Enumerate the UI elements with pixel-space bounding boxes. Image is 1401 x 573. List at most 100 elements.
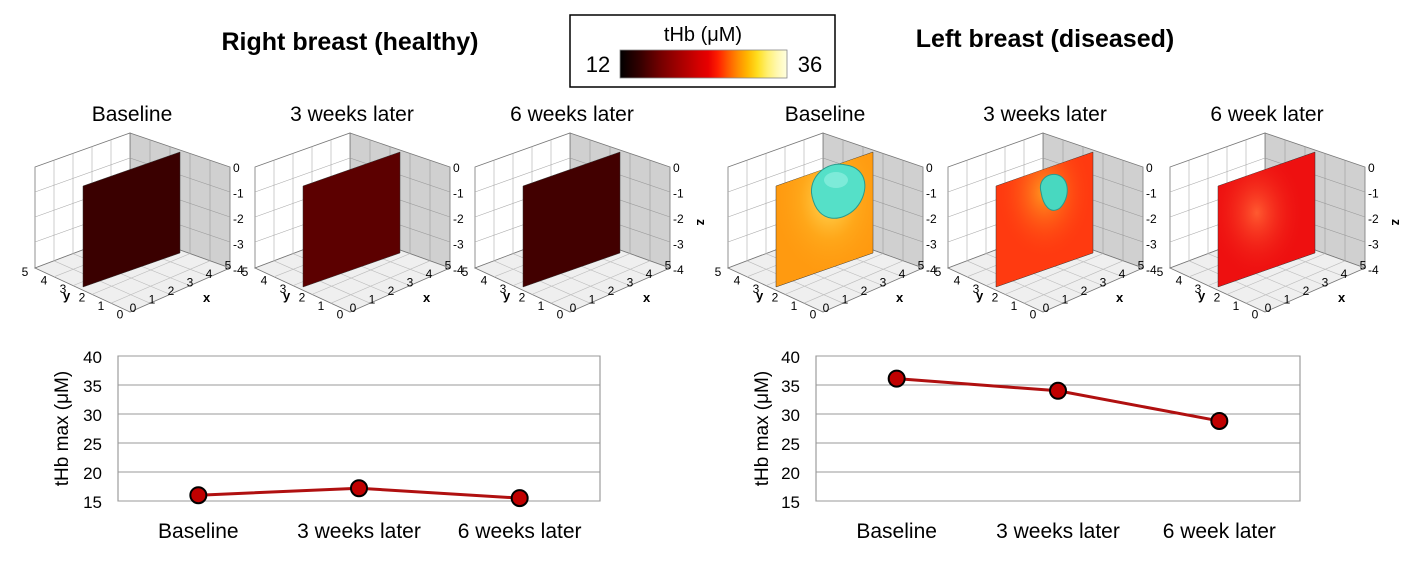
x-tick-label: 5 <box>1360 259 1367 273</box>
y-tick-label: 2 <box>772 291 779 305</box>
data-point <box>189 486 208 505</box>
y-axis-label: y <box>1198 288 1206 303</box>
z-tick-label: 0 <box>1368 161 1375 175</box>
panel-title: 6 week later <box>1210 103 1323 126</box>
z-tick-label: -2 <box>1368 212 1379 226</box>
y-tick-label: 20 <box>83 464 102 483</box>
x-tick-label: 0 <box>823 301 830 315</box>
x-tick-label: 5 <box>918 259 925 273</box>
y-tick-label: 20 <box>781 464 800 483</box>
y-tick-label: 1 <box>1011 299 1018 313</box>
z-tick-label: -4 <box>233 263 244 277</box>
x-tick-label: 0 <box>130 301 137 315</box>
slice-plane <box>522 151 621 288</box>
x-tick-label: Baseline <box>158 520 239 543</box>
x-axis-label: x <box>1116 290 1124 305</box>
data-point <box>350 479 368 498</box>
z-tick-label: 0 <box>673 161 680 175</box>
y-axis-label: y <box>503 288 511 303</box>
line-chart: 15 20 25 30 35 40 tHb max (μM) Baseline 3 weeks … <box>52 348 601 543</box>
x-tick-label: 0 <box>1265 301 1272 315</box>
y-tick-label: 40 <box>781 348 800 367</box>
x-tick-label: 0 <box>570 301 577 315</box>
z-axis-label: z <box>694 219 709 226</box>
x-tick-label: Baseline <box>856 520 937 543</box>
y-tick-label: 1 <box>791 299 798 313</box>
y-tick-label: 0 <box>557 308 564 322</box>
x-tick-label: 1 <box>1284 293 1291 307</box>
y-tick-label: 2 <box>992 291 999 305</box>
z-tick-label: -4 <box>926 263 937 277</box>
y-tick-label: 4 <box>481 274 488 288</box>
y-tick-label: 25 <box>83 435 102 454</box>
x-tick-label: 1 <box>369 293 376 307</box>
x-tick-label: 1 <box>589 293 596 307</box>
y-tick-label: 2 <box>79 291 86 305</box>
y-tick-label: 35 <box>781 377 800 396</box>
x-tick-label: 4 <box>899 267 906 281</box>
z-tick-label: -1 <box>1368 187 1379 201</box>
y-axis-label: tHb max (μM) <box>52 371 73 486</box>
y-tick-label: 3 <box>500 282 507 296</box>
z-tick-label: 0 <box>453 161 460 175</box>
data-point <box>510 489 529 508</box>
x-tick-label: 0 <box>350 301 357 315</box>
x-axis-label: x <box>1338 290 1346 305</box>
z-tick-label: -2 <box>673 212 684 226</box>
z-tick-label: -2 <box>926 212 937 226</box>
y-tick-label: 4 <box>261 274 268 288</box>
z-tick-label: -4 <box>453 263 464 277</box>
y-tick-label: 40 <box>83 348 102 367</box>
y-axis-label: y <box>756 288 764 303</box>
x-tick-label: 3 <box>187 276 194 290</box>
y-tick-label: 4 <box>1176 274 1183 288</box>
y-tick-label: 2 <box>519 291 526 305</box>
x-tick-label: 3 <box>627 276 634 290</box>
slice-heat <box>1218 152 1315 287</box>
x-tick-label: 4 <box>206 267 213 281</box>
x-tick-label: 3 <box>880 276 887 290</box>
y-tick-label: 5 <box>935 265 942 279</box>
left-breast-title: Left breast (diseased) <box>916 25 1174 53</box>
z-tick-label: -3 <box>1146 238 1157 252</box>
x-tick-label: 1 <box>1062 293 1069 307</box>
y-tick-label: 15 <box>83 493 102 512</box>
y-tick-label: 5 <box>715 265 722 279</box>
x-tick-label: 2 <box>168 284 175 298</box>
z-tick-label: -1 <box>926 187 937 201</box>
x-tick-label: 4 <box>1119 267 1126 281</box>
x-tick-label: 5 <box>445 259 452 273</box>
y-tick-label: 25 <box>781 435 800 454</box>
x-tick-label: 3 <box>1322 276 1329 290</box>
tumor-region <box>1039 173 1068 211</box>
x-tick-label: 4 <box>426 267 433 281</box>
y-tick-label: 1 <box>98 299 105 313</box>
x-tick-label: 2 <box>861 284 868 298</box>
panel-title: 3 weeks later <box>290 103 414 126</box>
z-tick-label: 0 <box>233 161 240 175</box>
y-tick-label: 30 <box>781 406 800 425</box>
x-tick-label: 3 <box>1100 276 1107 290</box>
x-tick-label: 6 week later <box>1163 520 1276 543</box>
x-tick-label: 2 <box>608 284 615 298</box>
colorbar-label: tHb (μM) <box>664 24 742 46</box>
z-tick-label: -1 <box>453 187 464 201</box>
x-tick-label: 6 weeks later <box>458 520 582 543</box>
z-tick-label: -3 <box>233 238 244 252</box>
y-tick-label: 3 <box>753 282 760 296</box>
x-axis-label: x <box>896 290 904 305</box>
y-axis-label: y <box>283 288 291 303</box>
z-tick-label: -3 <box>673 238 684 252</box>
x-tick-label: 1 <box>149 293 156 307</box>
panel-title: 6 weeks later <box>510 103 634 126</box>
y-tick-label: 1 <box>318 299 325 313</box>
x-tick-label: 5 <box>225 259 232 273</box>
z-tick-label: -4 <box>673 263 684 277</box>
data-point <box>1049 381 1067 400</box>
tumor-highlight <box>824 172 848 188</box>
